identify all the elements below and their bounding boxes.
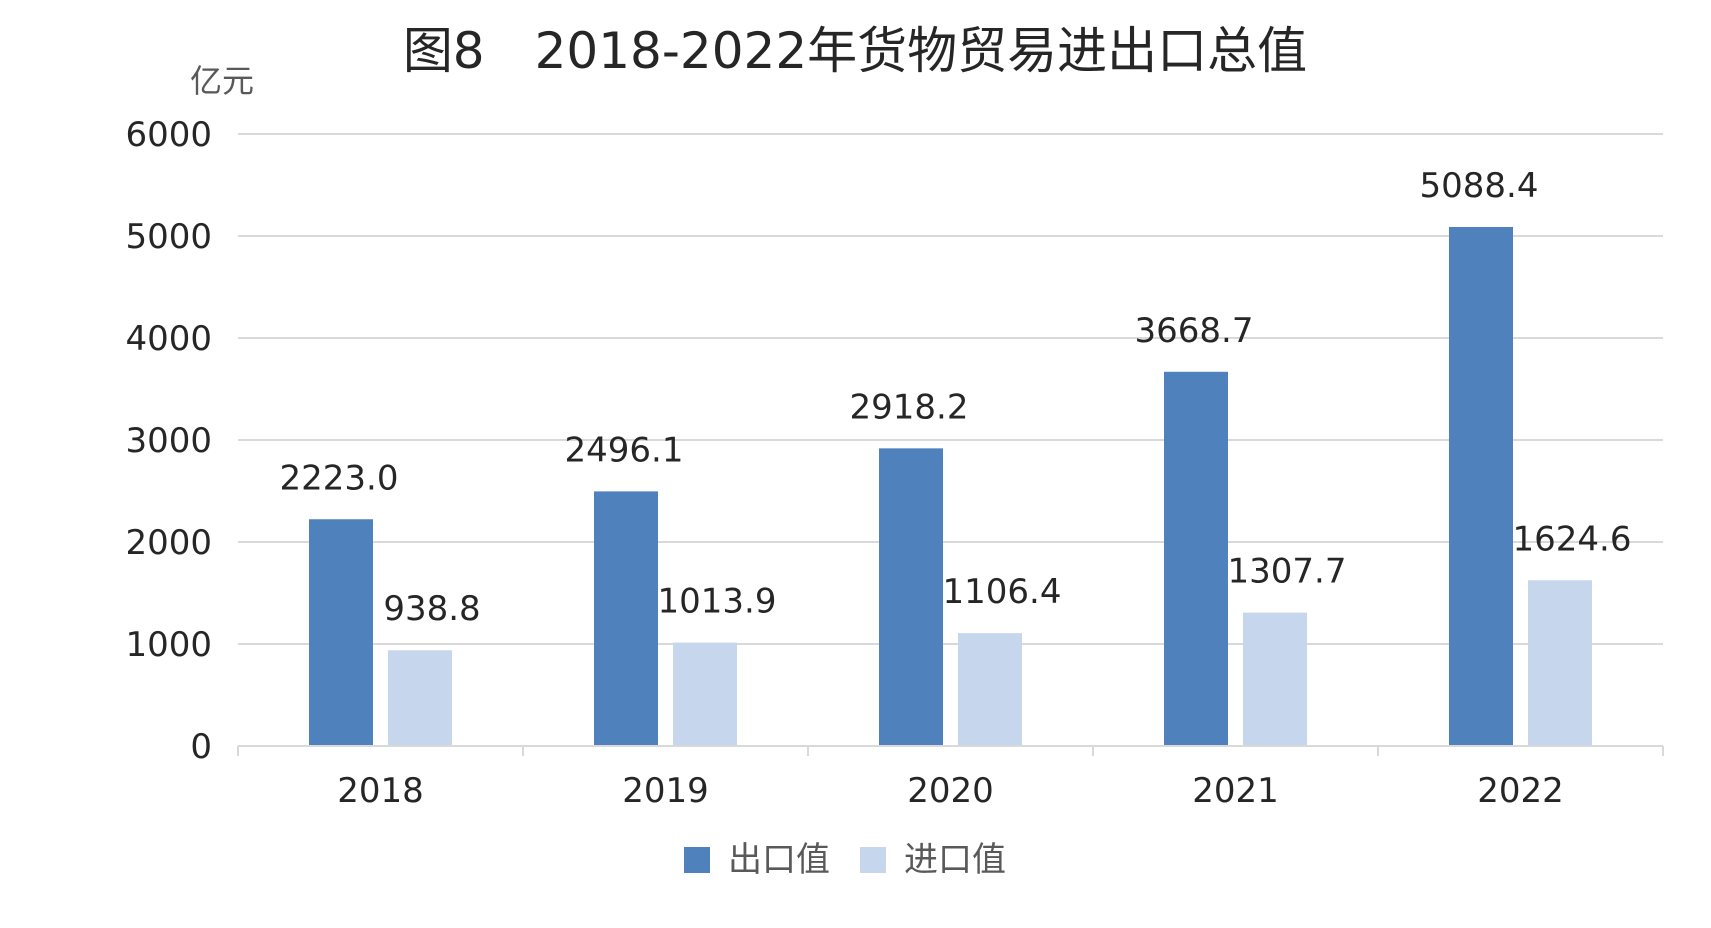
y-tick-label: 6000 (125, 115, 212, 155)
y-tick-label: 1000 (125, 625, 212, 665)
x-tick-label: 2019 (622, 771, 709, 811)
import-bar (1528, 580, 1592, 746)
export-bar (1449, 227, 1513, 746)
export-bar (594, 491, 658, 746)
x-axis: 2018 2019 2020 2021 2022 (238, 746, 1663, 811)
x-tick-label: 2021 (1192, 771, 1279, 811)
legend-swatch-import (860, 847, 886, 873)
import-bar (1243, 613, 1307, 746)
import-data-label: 1106.4 (943, 572, 1062, 612)
export-data-label: 3668.7 (1135, 311, 1254, 351)
y-tick-label: 5000 (125, 217, 212, 257)
export-bar (1164, 372, 1228, 746)
legend: 出口值 进口值 (684, 840, 1006, 880)
export-bar (309, 519, 373, 746)
import-bar (673, 643, 737, 746)
x-tick-label: 2022 (1477, 771, 1564, 811)
export-data-label: 2918.2 (850, 387, 969, 427)
y-tick-label: 0 (190, 727, 212, 767)
legend-label-import: 进口值 (904, 840, 1006, 880)
y-tick-label: 3000 (125, 421, 212, 461)
import-bar (958, 633, 1022, 746)
export-data-label: 2223.0 (280, 458, 399, 498)
export-data-label: 2496.1 (565, 430, 684, 470)
x-tick-label: 2018 (337, 771, 424, 811)
import-data-label: 1624.6 (1513, 519, 1632, 559)
export-bar (879, 448, 943, 746)
legend-label-export: 出口值 (728, 840, 830, 880)
y-axis-unit-label: 亿元 (190, 62, 254, 100)
chart-title: 图8 2018-2022年货物贸易进出口总值 (403, 22, 1307, 80)
y-axis-ticks: 0 1000 2000 3000 4000 5000 6000 (125, 115, 212, 767)
export-data-label: 5088.4 (1420, 166, 1539, 206)
x-tick-label: 2020 (907, 771, 994, 811)
y-tick-label: 4000 (125, 319, 212, 359)
import-data-label: 1307.7 (1228, 552, 1347, 592)
bars (309, 227, 1592, 746)
import-data-label: 1013.9 (658, 582, 777, 622)
import-bar (388, 650, 452, 746)
import-data-label: 938.8 (383, 589, 480, 629)
legend-swatch-export (684, 847, 710, 873)
y-tick-label: 2000 (125, 523, 212, 563)
